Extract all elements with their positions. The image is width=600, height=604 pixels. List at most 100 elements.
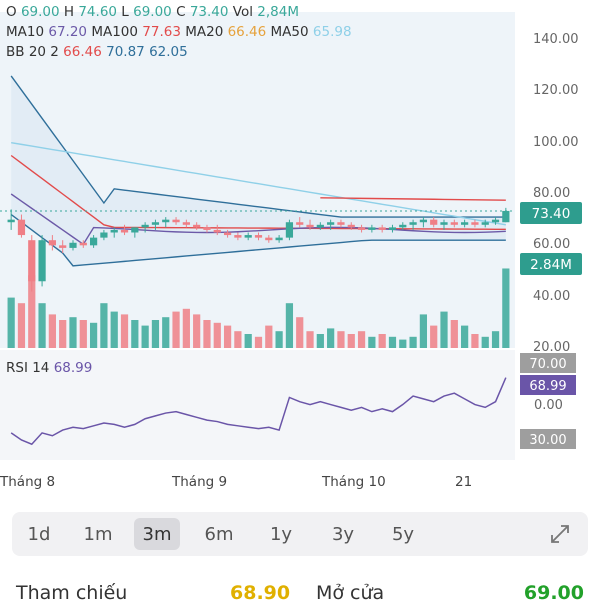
candle-body [430, 219, 438, 225]
volume-bar [17, 303, 26, 348]
volume-bar [79, 320, 87, 348]
chart-area[interactable]: 73.40 2.84M 70.00 68.99 0.00 30.00 Tháng 8 Thán… [0, 0, 600, 510]
low-label: L [121, 4, 129, 20]
range-1m-button[interactable]: 1m [83, 523, 113, 545]
volume-bar [89, 322, 98, 348]
volume-bar [223, 325, 232, 348]
candle-body [79, 242, 87, 246]
bb-lower-value: 62.05 [149, 44, 188, 60]
rsi-axis-mid: 0.00 [534, 398, 563, 413]
volume-bar [59, 320, 67, 348]
range-1d-button[interactable]: 1d [27, 523, 51, 545]
open-price-value: 69.00 [523, 582, 584, 604]
range-1y-button[interactable]: 1y [269, 523, 293, 545]
volume-bar [7, 297, 15, 348]
volume-tag: 2.84M [530, 257, 572, 273]
candle-body [151, 222, 160, 225]
high-value: 74.60 [78, 4, 117, 20]
volume-bar [347, 334, 355, 348]
volume-bar [213, 322, 221, 348]
candle-body [59, 245, 67, 248]
range-6m-button[interactable]: 6m [204, 523, 234, 545]
candle-body [131, 227, 139, 233]
volume-bar [141, 325, 149, 348]
volume-bar [419, 314, 428, 348]
range-3m-button[interactable]: 3m [134, 518, 180, 550]
candle-body [193, 224, 201, 228]
low-value: 69.00 [133, 4, 172, 20]
x-axis-label: Tháng 9 [171, 474, 227, 490]
price-tick-label: 40.00 [533, 288, 571, 304]
candle-body [327, 222, 335, 225]
candle-body [182, 222, 190, 225]
volume-bar [193, 314, 201, 348]
candle-body [275, 237, 283, 241]
volume-bar [131, 320, 139, 348]
price-tag: 73.40 [532, 206, 571, 222]
rsi-axis-top-bg [520, 353, 576, 373]
volume-bar [120, 314, 129, 348]
rsi-value-tag: 68.99 [529, 379, 566, 394]
close-value: 73.40 [189, 4, 229, 20]
volume-bar [430, 325, 438, 348]
volume-bar [440, 311, 448, 348]
x-axis-label: Tháng 8 [0, 474, 55, 490]
volume-bar [450, 320, 458, 348]
candle-body [481, 222, 489, 225]
rsi-legend: RSI 14 68.99 [6, 360, 92, 376]
ma-legend: MA10 67.20 MA100 77.63 MA20 66.46 MA50 6… [6, 24, 352, 40]
candle-body [69, 242, 77, 248]
candle-body [7, 219, 15, 223]
volume-bar [502, 268, 510, 348]
ma50-value: 65.98 [312, 24, 352, 40]
ma10-line [10, 193, 506, 246]
volume-bar [38, 303, 46, 348]
volume-bar [162, 317, 170, 348]
ohlc-legend: O 69.00 H 74.60 L 69.00 C 73.40 Vol 2,84… [6, 4, 299, 20]
volume-bar [275, 331, 283, 348]
candle-body [306, 224, 314, 228]
candle-body [17, 219, 26, 236]
ma10-label: MA10 [6, 24, 45, 40]
candle-body [491, 219, 500, 223]
volume-bar [399, 339, 407, 348]
volume-bar [409, 336, 417, 348]
rsi-axis-top: 70.00 [529, 357, 566, 372]
candle-body [244, 235, 252, 238]
volume-bar [368, 336, 376, 348]
volume-value: 2,84M [257, 4, 299, 20]
rsi-axis-low: 30.00 [529, 433, 566, 448]
range-3y-button[interactable]: 3y [331, 523, 355, 545]
candle-body [357, 227, 366, 230]
ref-price-value: 68.90 [230, 582, 291, 604]
bb-legend: BB 20 2 66.46 70.87 62.05 [6, 44, 188, 60]
candle-body [38, 240, 46, 282]
x-axis-label: 21 [455, 474, 472, 490]
volume-bar [265, 325, 273, 348]
price-tag-bg [520, 202, 582, 224]
volume-bar [172, 311, 180, 348]
candle-body [100, 232, 108, 238]
candle-body [461, 222, 469, 225]
volume-bar [491, 331, 500, 348]
price-tick-label: 60.00 [533, 237, 571, 253]
volume-bar [388, 336, 397, 348]
volume-bar [296, 317, 304, 348]
candle-body [223, 232, 232, 236]
ma20-value: 66.46 [227, 24, 267, 40]
rsi-value: 68.99 [53, 360, 93, 376]
volume-bar [203, 320, 211, 348]
open-value: 69.00 [20, 4, 60, 20]
candle-body [285, 222, 294, 238]
ma100-label: MA100 [91, 24, 138, 40]
ma100-value: 77.63 [142, 24, 181, 40]
candle-body [120, 229, 129, 233]
ma10-value: 67.20 [48, 24, 88, 40]
range-5y-button[interactable]: 5y [391, 523, 415, 545]
x-axis-label: Tháng 10 [321, 474, 386, 490]
candle-body [265, 237, 273, 241]
expand-icon[interactable] [548, 522, 572, 546]
price-tick-label: 120.00 [533, 83, 579, 99]
candle-body [450, 222, 458, 225]
range-selector: 1d 1m 3m 6m 1y 3y 5y [12, 512, 588, 556]
